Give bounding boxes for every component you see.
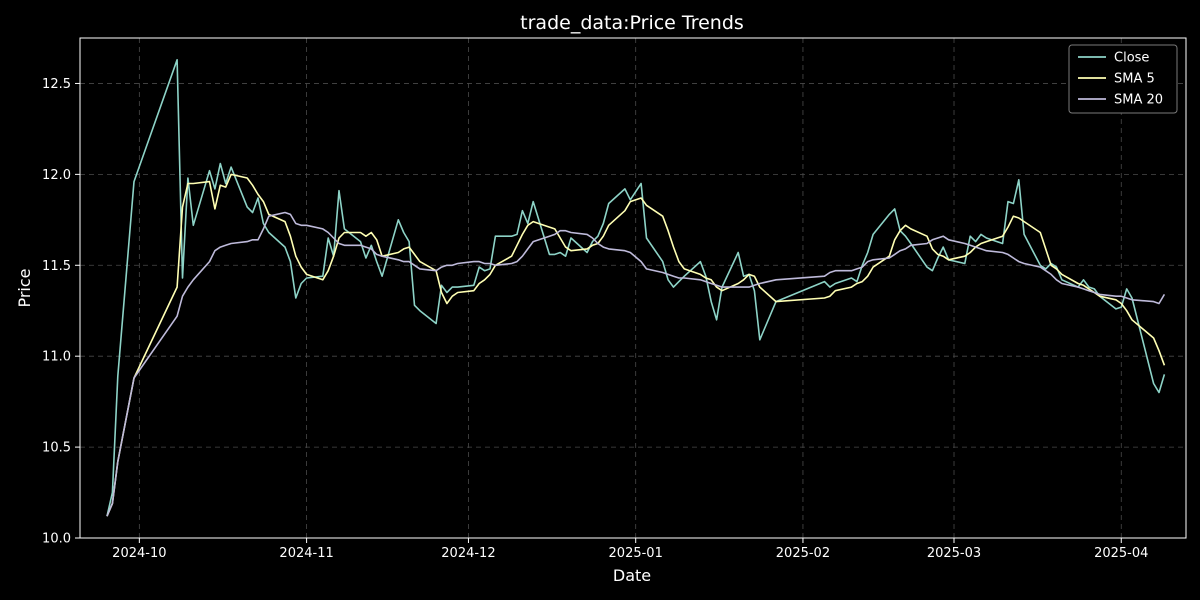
legend-label-close: Close xyxy=(1114,51,1149,66)
y-tick-label: 10.5 xyxy=(42,441,71,456)
x-tick-label: 2025-04 xyxy=(1094,546,1148,561)
legend-box xyxy=(1068,44,1178,114)
y-tick-label: 12.5 xyxy=(42,77,71,92)
series-line-close xyxy=(106,58,1166,517)
series-line-sma-5 xyxy=(106,173,1166,517)
grid-lines xyxy=(80,38,1186,539)
y-axis-label: Price xyxy=(15,268,34,307)
legend-label-sma-20: SMA 20 xyxy=(1114,93,1163,108)
y-tick-label: 11.5 xyxy=(42,259,71,274)
series-line-sma-20 xyxy=(106,211,1166,517)
y-tick-label: 11.0 xyxy=(42,350,71,365)
y-tick-label: 12.0 xyxy=(42,168,71,183)
x-tick-label: 2025-03 xyxy=(927,546,981,561)
axis-ticks: 10.0 10.5 11.0 11.5 12.0 12.5 2024-10 2024-11 20… xyxy=(42,77,1148,561)
x-tick-label: 2024-12 xyxy=(441,546,495,561)
x-tick-label: 2025-01 xyxy=(609,546,663,561)
series-lines xyxy=(106,58,1166,517)
x-tick-label: 2025-02 xyxy=(776,546,830,561)
x-tick-label: 2024-11 xyxy=(279,546,333,561)
plot-frame xyxy=(79,37,1187,539)
chart-title: trade_data:Price Trends xyxy=(520,12,744,34)
x-tick-label: 2024-10 xyxy=(112,546,166,561)
legend: Close SMA 5 SMA 20 xyxy=(1068,44,1178,114)
legend-label-sma-5: SMA 5 xyxy=(1114,72,1155,87)
y-tick-label: 10.0 xyxy=(42,532,71,547)
x-axis-label: Date xyxy=(613,566,651,585)
